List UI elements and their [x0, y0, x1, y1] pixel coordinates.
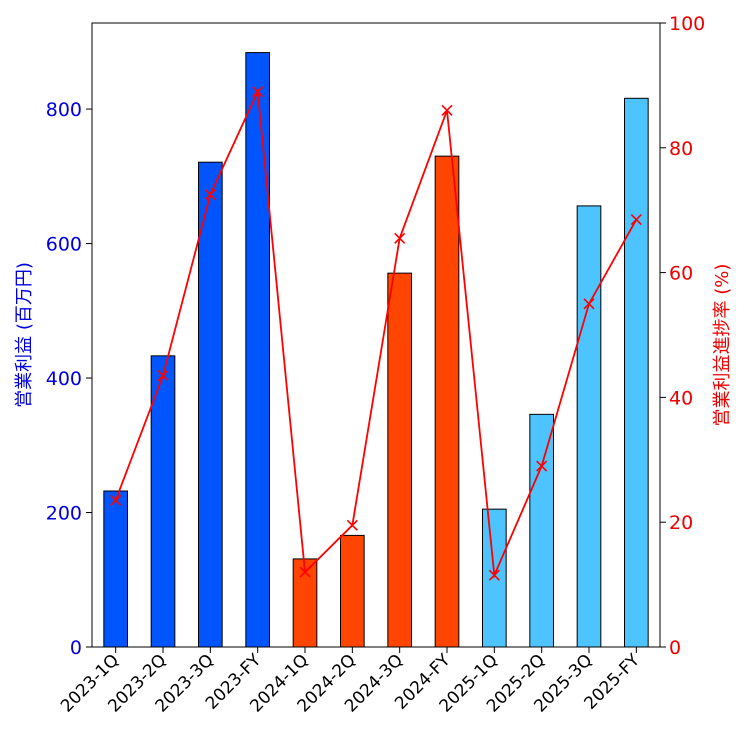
progress-marker-2025-2Q — [536, 460, 548, 472]
bar-2024-3Q — [387, 272, 413, 648]
right-tick-label: 20 — [669, 512, 693, 534]
progress-marker-2023-2Q — [157, 369, 169, 382]
right-tick-label: 40 — [669, 387, 693, 409]
right-tick-label: 60 — [669, 263, 693, 285]
bar-2024-2Q — [340, 534, 365, 648]
plot-frame — [91, 22, 661, 648]
bar-2023-1Q — [103, 490, 129, 648]
progress-marker-2025-3Q — [583, 298, 595, 310]
left-axis: 0 200 400 600 800 — [46, 99, 92, 659]
right-tick-label: 100 — [669, 13, 705, 35]
progress-marker-2024-1Q — [299, 566, 311, 578]
bar-2025-1Q — [482, 508, 507, 648]
bar-2024-FY — [434, 155, 460, 648]
progress-marker-2024-FY — [441, 104, 453, 116]
progress-marker-2023-FY — [252, 86, 264, 98]
bars-layer — [103, 52, 649, 648]
bar-2025-FY — [624, 97, 649, 648]
progress-line — [114, 88, 638, 579]
bar-2023-3Q — [198, 161, 223, 648]
progress-marker-2024-2Q — [346, 519, 358, 531]
right-axis: 0 20 40 60 80 100 — [660, 13, 705, 659]
progress-line-layer — [110, 86, 642, 581]
right-axis-label: 営業利益進捗率 (%) — [712, 264, 733, 427]
progress-marker-2025-1Q — [488, 569, 500, 581]
bar-2023-FY — [245, 52, 270, 648]
progress-marker-2025-FY — [630, 213, 642, 226]
left-tick-label: 800 — [46, 99, 82, 121]
bar-2025-2Q — [529, 413, 554, 648]
progress-marker-2024-3Q — [394, 232, 406, 244]
x-axis: 2023-1Q2023-2Q2023-3Q2023-FY2024-1Q2024-… — [57, 647, 644, 717]
left-tick-label: 0 — [70, 637, 82, 659]
left-tick-label: 600 — [46, 234, 82, 256]
left-tick-label: 200 — [46, 503, 82, 525]
left-tick-label: 400 — [46, 368, 82, 390]
progress-marker-2023-3Q — [204, 189, 216, 201]
right-tick-label: 0 — [669, 637, 681, 659]
left-axis-label: 営業利益 (百万円) — [14, 262, 35, 408]
progress-marker-2023-1Q — [110, 494, 122, 506]
right-tick-label: 80 — [669, 138, 693, 160]
bar-2025-3Q — [576, 205, 602, 648]
